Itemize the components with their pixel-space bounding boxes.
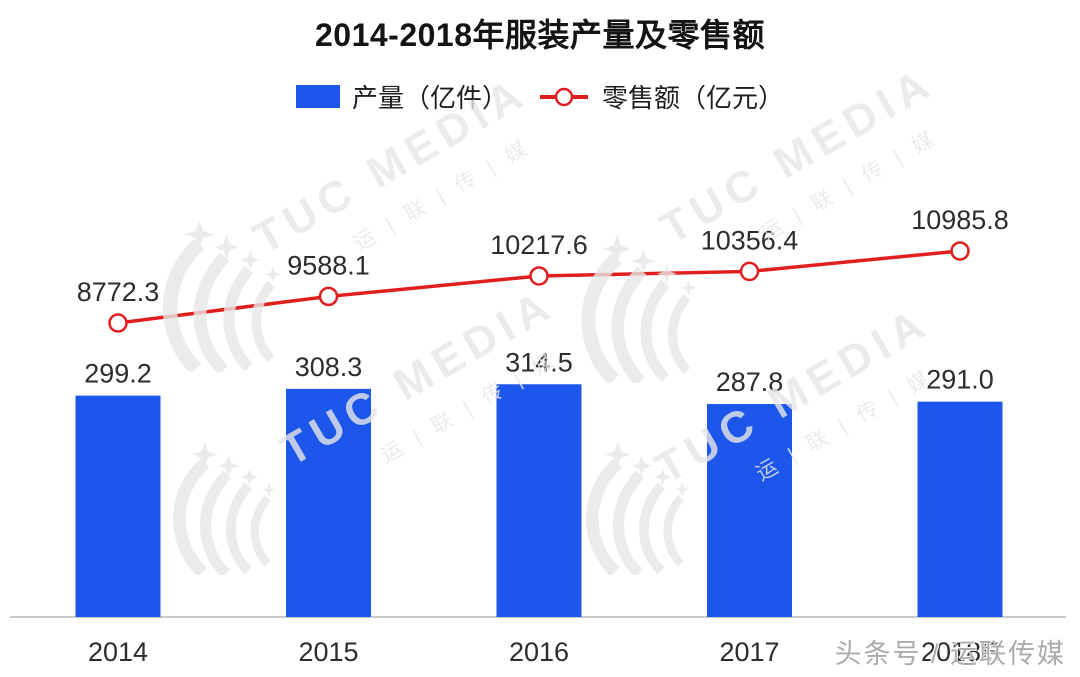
line-value-label: 8772.3 (77, 277, 160, 307)
bar-2016 (496, 384, 582, 617)
legend-item-retail: 零售额（亿元） (538, 78, 784, 115)
legend-label-retail: 零售额（亿元） (602, 83, 785, 113)
line-point-2014 (108, 313, 128, 333)
bar-2018E (917, 401, 1003, 617)
line-value-label: 10356.4 (701, 225, 799, 255)
account-watermark: 头条号 / 运联传媒 (834, 639, 1066, 669)
bar-value-label: 287.8 (716, 367, 784, 397)
line-point-2015 (318, 286, 339, 307)
x-axis-label-2016: 2016 (509, 637, 569, 667)
legend-item-production: 产量（亿件） (295, 78, 508, 115)
retail-line (117, 249, 961, 325)
line-point-2016 (529, 266, 549, 286)
x-axis-label-2018E: 2018E (921, 637, 999, 667)
line-value-label: 10217.6 (490, 230, 588, 260)
x-axis-label-2017: 2017 (719, 637, 779, 667)
line-point-2018E (950, 241, 970, 261)
bar-value-label: 299.2 (84, 359, 152, 389)
line-value-label: 10985.8 (911, 205, 1009, 235)
x-axis-label-2014: 2014 (88, 637, 148, 667)
bar-2017 (707, 404, 792, 617)
x-axis-label-2015: 2015 (298, 637, 358, 667)
bar-2014 (75, 395, 161, 617)
bar-value-label: 308.3 (295, 352, 363, 382)
legend-label-production: 产量（亿件） (351, 83, 508, 113)
bar-series-swatch-icon (295, 85, 340, 108)
chart-title: 2014-2018年服装产量及零售额 (314, 17, 766, 53)
bar-value-label: 291.0 (926, 365, 994, 395)
line-series-marker-icon (540, 87, 588, 106)
legend: 产量（亿件） 零售额（亿元） (0, 78, 1080, 115)
bar-value-label: 314.5 (505, 347, 573, 377)
bar-2015 (286, 388, 371, 617)
line-value-label: 9588.1 (287, 250, 370, 280)
line-point-2017 (739, 261, 760, 282)
